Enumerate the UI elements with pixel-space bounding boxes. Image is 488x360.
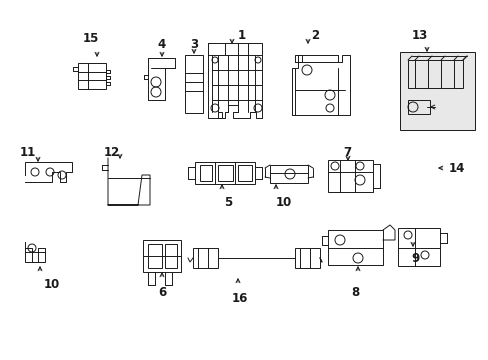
Bar bbox=[148, 244, 162, 268]
Bar bbox=[164, 244, 177, 268]
Bar bbox=[238, 165, 251, 181]
Bar bbox=[294, 248, 319, 268]
Bar bbox=[218, 165, 232, 181]
Text: 11: 11 bbox=[20, 145, 36, 158]
Text: 10: 10 bbox=[44, 279, 60, 292]
Bar bbox=[399, 52, 474, 130]
Bar bbox=[397, 228, 439, 266]
Text: 15: 15 bbox=[82, 32, 99, 45]
Bar bbox=[327, 230, 382, 265]
Text: 7: 7 bbox=[342, 145, 350, 158]
Bar bbox=[407, 100, 429, 114]
Text: 16: 16 bbox=[231, 292, 248, 305]
Bar bbox=[193, 248, 218, 268]
Text: 1: 1 bbox=[238, 28, 245, 41]
Text: 4: 4 bbox=[158, 37, 166, 50]
Bar bbox=[327, 160, 372, 192]
Text: 9: 9 bbox=[410, 252, 418, 265]
Text: 14: 14 bbox=[448, 162, 464, 175]
Bar bbox=[142, 240, 181, 272]
Bar bbox=[195, 162, 254, 184]
Text: 3: 3 bbox=[189, 37, 198, 50]
Text: 12: 12 bbox=[103, 145, 120, 158]
Text: 5: 5 bbox=[224, 195, 232, 208]
Text: 6: 6 bbox=[158, 285, 166, 298]
Text: 2: 2 bbox=[310, 28, 318, 41]
Text: 13: 13 bbox=[411, 28, 427, 41]
Bar bbox=[407, 60, 462, 88]
Bar bbox=[184, 55, 203, 113]
Bar bbox=[269, 165, 307, 183]
Text: 10: 10 bbox=[275, 195, 291, 208]
Text: 8: 8 bbox=[350, 285, 358, 298]
Bar bbox=[78, 63, 106, 89]
Bar bbox=[200, 165, 212, 181]
